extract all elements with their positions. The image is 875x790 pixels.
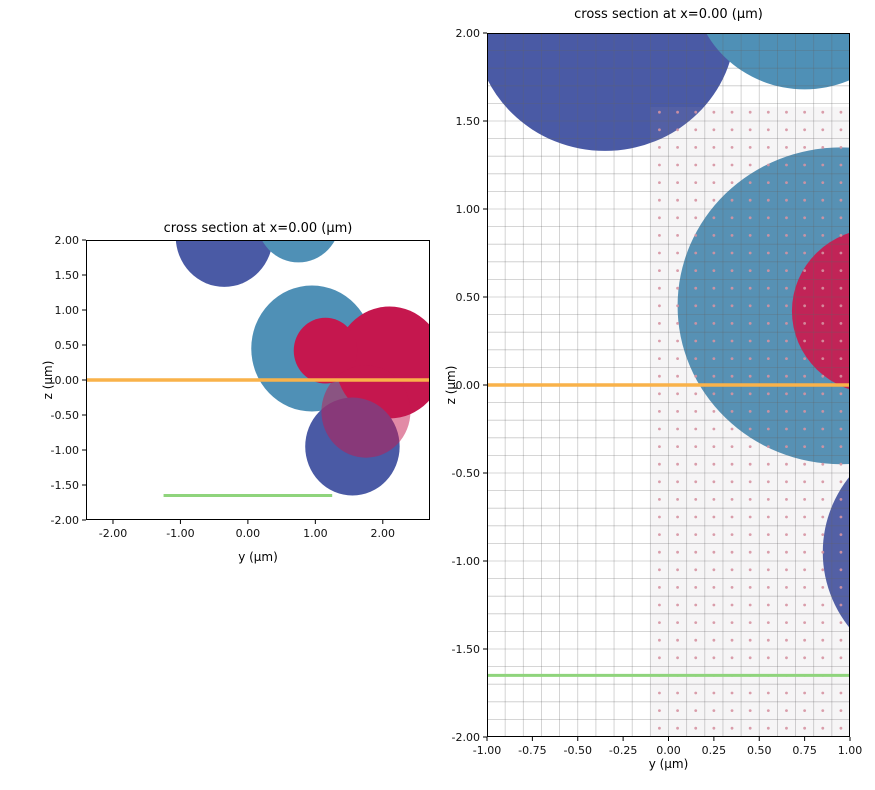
structure-circle (866, 348, 875, 580)
structure-circle (791, 232, 850, 390)
y-tick-label: -2.00 (452, 731, 480, 744)
structure-circle (706, 33, 850, 90)
x-tick-label: 1.00 (303, 527, 328, 540)
left-xaxis-label: y (μm) (238, 550, 278, 564)
grid-lines (487, 33, 850, 737)
x-tick-label: 0.25 (702, 744, 727, 757)
axes-frame (86, 240, 430, 520)
x-tick-label: 0.00 (656, 744, 681, 757)
y-tick-label: 1.50 (456, 115, 481, 128)
y-tick-label: 2.00 (55, 234, 80, 247)
structure-circle (487, 33, 736, 151)
x-tick-label: 0.00 (236, 527, 261, 540)
mesh-overlay-region (650, 106, 850, 737)
y-tick-label: -1.50 (452, 643, 480, 656)
tick-marks (483, 32, 851, 741)
structure-circle (822, 476, 850, 629)
tick-labels: -1.00 -0.75 -0.50 -0.25 0.00 0.25 0.50 0.75 1.00… (452, 27, 863, 757)
y-tick-label: 0.00 (55, 374, 80, 387)
y-tick-label: -1.00 (452, 555, 480, 568)
left-panel-title: cross section at x=0.00 (μm) (163, 221, 353, 236)
y-tick-label: 1.00 (456, 203, 481, 216)
y-tick-label: -1.50 (51, 479, 79, 492)
x-tick-label: -1.00 (473, 744, 501, 757)
x-tick-label: -0.75 (518, 744, 546, 757)
structure-circle (321, 365, 411, 458)
x-tick-label: -1.00 (166, 527, 194, 540)
y-tick-label: 0.50 (55, 339, 80, 352)
x-tick-label: 0.75 (792, 744, 817, 757)
x-tick-label: -0.50 (564, 744, 592, 757)
y-tick-label: 2.00 (456, 27, 481, 40)
y-tick-label: 1.50 (55, 269, 80, 282)
x-tick-label: 2.00 (371, 527, 396, 540)
tick-marks (82, 239, 384, 524)
x-tick-label: -2.00 (99, 527, 127, 540)
structure-circle (175, 240, 273, 287)
x-tick-label: 0.50 (747, 744, 772, 757)
y-tick-label: -0.50 (452, 467, 480, 480)
y-tick-label: -1.00 (51, 444, 79, 457)
y-tick-label: 0.50 (456, 291, 481, 304)
left-yaxis-label: z (μm) (41, 360, 55, 400)
axes-frame (487, 33, 850, 737)
right-xaxis-label: y (μm) (648, 757, 689, 771)
structure-circle (261, 240, 336, 263)
y-tick-label: -2.00 (51, 514, 79, 527)
y-tick-label: -0.50 (51, 409, 79, 422)
x-tick-label: 1.00 (838, 744, 863, 757)
tick-labels: -2.00 -1.00 0.00 1.00 2.00 2.00 1.50 1.00 0.50 0.… (51, 234, 396, 540)
right-yaxis-label: z (μm) (444, 365, 458, 405)
structure-circle (293, 317, 358, 384)
right-plot-content (487, 33, 875, 737)
right-panel-title: cross section at x=0.00 (μm) (574, 7, 763, 22)
y-tick-label: 1.00 (55, 304, 80, 317)
y-tick-label: 0.00 (456, 379, 481, 392)
left-plot-content (86, 240, 430, 520)
x-tick-label: -0.25 (609, 744, 637, 757)
